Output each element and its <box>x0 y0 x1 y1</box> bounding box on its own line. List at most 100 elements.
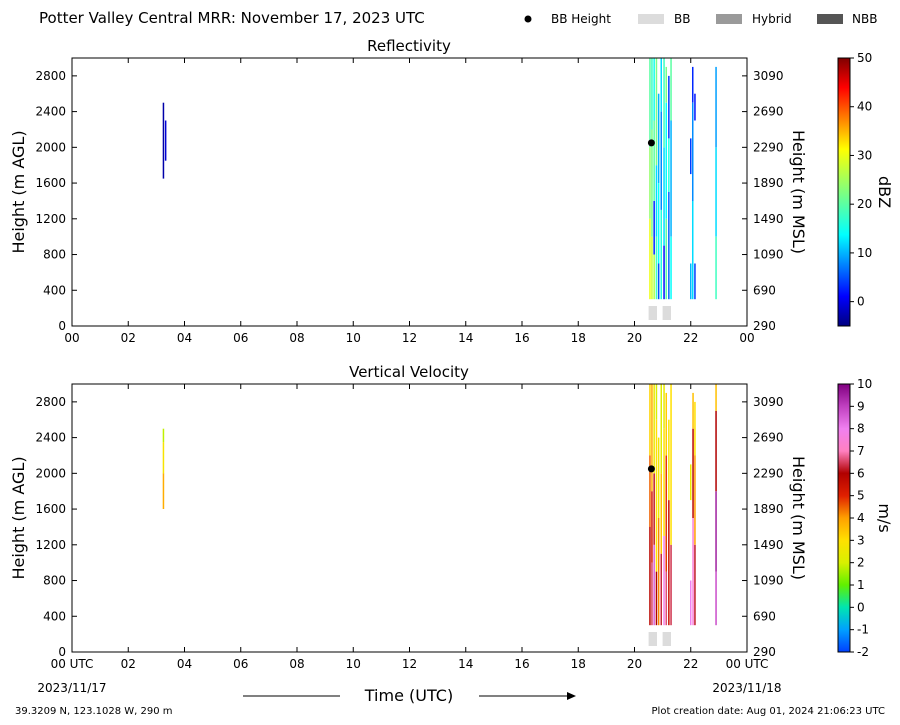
reflectivity-x-tick-label: 04 <box>177 331 192 345</box>
reflectivity-profile-segment <box>692 66 694 103</box>
vertical-velocity-profile-segment <box>660 553 662 626</box>
vertical-velocity-bb-class-marker <box>662 632 671 646</box>
reflectivity-profile-segment <box>660 58 662 112</box>
legend-hybrid-label: Hybrid <box>752 12 792 26</box>
vertical-velocity-bb-class-marker <box>648 632 657 646</box>
vertical-velocity-profile-segment <box>651 491 653 563</box>
reflectivity-profile-segment <box>665 66 667 103</box>
vertical-velocity-profile-segment <box>690 580 692 626</box>
vertical-velocity-plot-frame <box>71 383 748 653</box>
legend-bb-patch <box>638 14 664 24</box>
reflectivity-bb-class-marker <box>662 306 671 320</box>
reflectivity-profile-segment <box>653 58 655 121</box>
vertical-velocity-profile-segment <box>649 526 651 626</box>
vertical-velocity-profile-segment <box>162 442 165 474</box>
reflectivity-profile-segment <box>653 120 655 201</box>
vertical-velocity-profile-segment <box>715 571 717 626</box>
vertical-velocity-profile-segment <box>651 384 653 492</box>
vertical-velocity-profile-segment <box>657 518 660 626</box>
vertical-velocity-x-tick-label: 00 UTC <box>726 657 769 671</box>
vertical-velocity-profile-segment <box>668 419 670 501</box>
vertical-velocity-profile-segment <box>649 455 651 527</box>
reflectivity-profile-segment <box>651 236 653 300</box>
vertical-velocity-colorbar-tick-label: 5 <box>857 489 865 503</box>
vertical-velocity-profile-segment <box>653 384 655 474</box>
vertical-velocity-y-tick-label-right: 290 <box>753 645 776 659</box>
reflectivity-bb-class-marker <box>648 306 657 320</box>
reflectivity-bb-height-dot <box>647 139 655 147</box>
reflectivity-colorbar-label: dBZ <box>875 176 894 208</box>
reflectivity-colorbar-tick-label: 10 <box>857 246 872 260</box>
vertical-velocity-profile-segment <box>649 384 651 456</box>
reflectivity-profile-segment <box>655 165 658 237</box>
reflectivity-colorbar-tick-label: 40 <box>857 100 872 114</box>
reflectivity-profile-segment <box>665 102 667 219</box>
reflectivity-colorbar <box>837 57 851 327</box>
reflectivity-y-tick-label-right: 1890 <box>753 176 784 190</box>
reflectivity-profile-segment <box>164 120 167 161</box>
reflectivity-profile-segment <box>690 138 692 175</box>
vertical-velocity-x-tick-label: 08 <box>289 657 304 671</box>
reflectivity-profile-segment <box>692 102 694 201</box>
reflectivity-x-tick-label: 08 <box>289 331 304 345</box>
reflectivity-y-label-right: Height (m MSL) <box>789 130 808 254</box>
vertical-velocity-profile-segment <box>660 384 662 474</box>
reflectivity-y-tick-label: 400 <box>43 283 66 297</box>
vertical-velocity-profile-segment <box>715 384 717 411</box>
reflectivity-profile-segment <box>663 245 665 300</box>
reflectivity-profile-segment <box>715 236 717 300</box>
reflectivity-colorbar-tick-label: 0 <box>857 295 865 309</box>
reflectivity-y-tick-label-right: 1490 <box>753 212 784 226</box>
reflectivity-profile-segment <box>668 192 670 300</box>
reflectivity-profile-segment <box>657 93 660 183</box>
vertical-velocity-profile-segment <box>162 473 165 509</box>
legend-bb-label: BB <box>674 12 690 26</box>
reflectivity-profile-segment <box>649 218 651 300</box>
reflectivity-y-tick-label: 0 <box>58 319 66 333</box>
reflectivity-y-tick-label-right: 2690 <box>753 105 784 119</box>
vertical-velocity-colorbar-tick-label: 1 <box>857 578 865 592</box>
reflectivity-profile-segment <box>653 254 655 300</box>
reflectivity-x-tick-label: 00 <box>739 331 754 345</box>
reflectivity-y-tick-label: 1600 <box>35 176 66 190</box>
reflectivity-profile-segment <box>651 58 653 130</box>
vertical-velocity-colorbar-tick-label: 8 <box>857 422 865 436</box>
reflectivity-y-label: Height (m AGL) <box>9 130 28 253</box>
reflectivity-x-tick-label: 14 <box>458 331 473 345</box>
reflectivity-profile-segment <box>663 58 665 148</box>
vertical-velocity-y-tick-label: 1200 <box>35 538 66 552</box>
vertical-velocity-y-tick-label: 2000 <box>35 466 66 480</box>
reflectivity-title: Reflectivity <box>367 37 451 55</box>
vertical-velocity-bb-height-dot <box>647 465 655 473</box>
vertical-velocity-y-tick-label-right: 1490 <box>753 538 784 552</box>
vertical-velocity-profile-segment <box>715 491 717 572</box>
reflectivity-x-tick-label: 02 <box>121 331 136 345</box>
reflectivity-x-tick-label: 00 <box>64 331 79 345</box>
vertical-velocity-x-tick-label: 20 <box>627 657 642 671</box>
reflectivity-x-tick-label: 06 <box>233 331 248 345</box>
reflectivity-x-tick-label: 10 <box>346 331 361 345</box>
reflectivity-profile-segment <box>690 263 692 300</box>
reflectivity-y-tick-label: 2800 <box>35 69 66 83</box>
reflectivity-profile-segment <box>670 58 672 121</box>
vertical-velocity-colorbar-tick-label: 2 <box>857 556 865 570</box>
vertical-velocity-profile-segment <box>655 419 658 572</box>
vertical-velocity-profile-segment <box>655 384 658 420</box>
vertical-velocity-y-tick-label-right: 2690 <box>753 431 784 445</box>
reflectivity-y-tick-label: 2400 <box>35 105 66 119</box>
legend-bb-height-label: BB Height <box>551 12 611 26</box>
reflectivity-profile-segment <box>660 209 662 300</box>
vertical-velocity-profile-segment <box>692 392 694 429</box>
vertical-velocity-profile-segment <box>655 571 658 626</box>
vertical-velocity-profile-segment <box>694 455 696 545</box>
reflectivity-y-tick-label: 2000 <box>35 140 66 154</box>
reflectivity-profile-segment <box>655 236 658 300</box>
reflectivity-y-tick-label: 1200 <box>35 212 66 226</box>
reflectivity-profile-segment <box>665 218 667 300</box>
reflectivity-profile-segment <box>694 263 696 300</box>
reflectivity-panel: Reflectivity 00 02 04 06 08 10 12 14 16 18 20 22 000… <box>9 37 894 345</box>
vertical-velocity-colorbar-tick-label: -2 <box>857 645 869 659</box>
vertical-velocity-colorbar <box>837 383 851 653</box>
creation-date-text: Plot creation date: Aug 01, 2024 21:06:2… <box>652 706 885 717</box>
reflectivity-y-tick-label: 800 <box>43 248 66 262</box>
